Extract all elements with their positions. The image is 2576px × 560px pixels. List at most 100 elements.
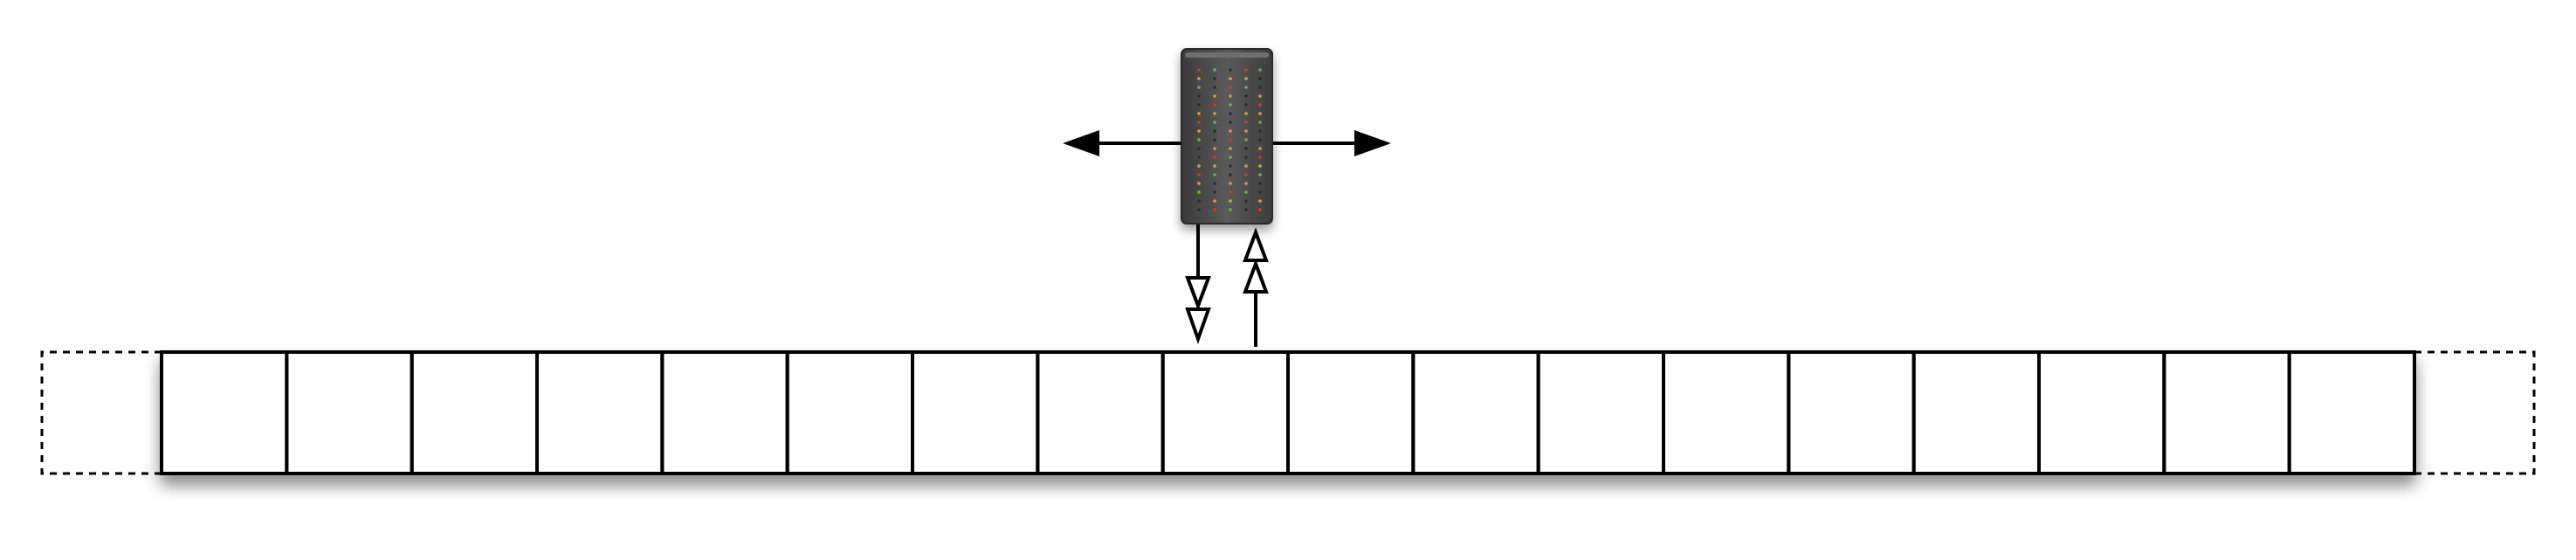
status-light (1229, 94, 1232, 98)
status-light (1213, 129, 1216, 133)
status-light (1244, 138, 1248, 142)
status-light (1229, 86, 1232, 89)
status-light (1258, 208, 1262, 211)
status-light (1197, 147, 1201, 150)
status-light (1258, 173, 1262, 176)
arrowhead-down-icon (1185, 308, 1211, 345)
status-light (1197, 156, 1201, 159)
status-light (1197, 103, 1201, 107)
status-light (1258, 138, 1262, 142)
arrowhead-down-icon (1185, 276, 1211, 311)
status-light (1258, 182, 1262, 185)
status-light (1258, 103, 1262, 107)
arrowhead-up-icon (1243, 227, 1269, 262)
status-light (1213, 156, 1216, 159)
status-light (1229, 190, 1232, 194)
status-light (1213, 173, 1216, 176)
tape-left-extension (40, 350, 162, 475)
status-light (1213, 112, 1216, 115)
status-light (1258, 156, 1262, 159)
status-light (1197, 94, 1201, 98)
status-light (1197, 129, 1201, 133)
status-light (1197, 190, 1201, 194)
status-light (1244, 129, 1248, 133)
status-light (1197, 199, 1201, 203)
status-light (1258, 147, 1262, 150)
status-light (1244, 182, 1248, 185)
status-light (1229, 121, 1232, 124)
status-light (1229, 199, 1232, 203)
status-light (1244, 94, 1248, 98)
status-light (1244, 164, 1248, 168)
status-light (1213, 199, 1216, 203)
status-light (1244, 112, 1248, 115)
status-light (1229, 77, 1232, 80)
status-light (1244, 199, 1248, 203)
status-light (1244, 147, 1248, 150)
status-light (1244, 208, 1248, 211)
status-light (1213, 164, 1216, 168)
status-light (1258, 112, 1262, 115)
status-light (1258, 77, 1262, 80)
status-light (1197, 68, 1201, 72)
status-light (1229, 156, 1232, 159)
status-light (1197, 164, 1201, 168)
status-light (1229, 208, 1232, 211)
status-light (1244, 156, 1248, 159)
status-light (1258, 190, 1262, 194)
status-light (1229, 103, 1232, 107)
status-light (1244, 173, 1248, 176)
status-light (1258, 68, 1262, 72)
tape (160, 350, 2417, 475)
status-light (1244, 68, 1248, 72)
status-light (1258, 94, 1262, 98)
arrow-right-icon (1354, 130, 1391, 156)
status-light (1213, 86, 1216, 89)
status-light (1244, 121, 1248, 124)
status-light (1213, 138, 1216, 142)
status-light (1197, 121, 1201, 124)
status-light (1197, 173, 1201, 176)
status-light (1229, 129, 1232, 133)
status-light (1213, 121, 1216, 124)
tape-head-device (1181, 48, 1273, 225)
status-light (1197, 208, 1201, 211)
status-light (1197, 86, 1201, 89)
status-light (1229, 173, 1232, 176)
read-arrow-up (1243, 227, 1269, 347)
status-light (1213, 94, 1216, 98)
status-light (1244, 190, 1248, 194)
status-light (1213, 68, 1216, 72)
arrow-left-icon (1063, 130, 1099, 156)
move-right-arrow (1272, 130, 1391, 156)
status-light (1229, 147, 1232, 150)
status-light (1213, 208, 1216, 211)
status-light (1197, 182, 1201, 185)
status-light (1213, 77, 1216, 80)
arrowhead-up-icon (1243, 259, 1269, 294)
tape-left-dashed-outline (40, 350, 162, 475)
tape-cell (2287, 350, 2417, 475)
status-light (1229, 138, 1232, 142)
status-light (1197, 112, 1201, 115)
move-left-arrow (1063, 130, 1181, 156)
status-light (1244, 86, 1248, 89)
status-light (1213, 190, 1216, 194)
status-light (1258, 164, 1262, 168)
status-light (1197, 138, 1201, 142)
status-light (1229, 164, 1232, 168)
status-light (1213, 147, 1216, 150)
status-light (1197, 77, 1201, 80)
status-light (1258, 129, 1262, 133)
write-arrow-down (1185, 224, 1211, 345)
tape-right-dashed-outline (2414, 350, 2536, 475)
status-light (1229, 112, 1232, 115)
status-light (1213, 182, 1216, 185)
status-light (1229, 68, 1232, 72)
status-light (1213, 103, 1216, 107)
status-light (1258, 199, 1262, 203)
status-light (1244, 103, 1248, 107)
tape-right-extension (2414, 350, 2536, 475)
status-light (1258, 121, 1262, 124)
